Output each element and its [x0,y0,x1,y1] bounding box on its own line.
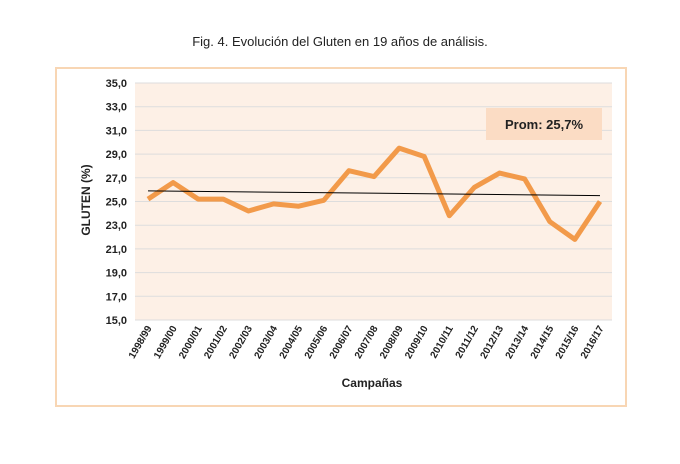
x-tick-label: 2004/05 [278,324,306,361]
x-tick-label: 2001/02 [202,324,230,361]
x-tick-label: 2003/04 [253,324,281,361]
x-tick-label: 2016/17 [579,324,607,361]
x-tick-label: 2000/01 [177,324,205,361]
y-tick-label: 29,0 [106,149,127,161]
x-tick-label: 2012/13 [479,324,507,361]
x-tick-label: 2013/14 [504,324,532,361]
x-tick-label: 2014/15 [529,324,557,361]
annotation-label: Prom: 25,7% [505,117,583,132]
x-tick-label: 2005/06 [303,324,331,361]
x-tick-label: 1998/99 [127,324,155,361]
chart-title: Fig. 4. Evolución del Gluten en 19 años … [192,34,488,49]
y-tick-label: 27,0 [106,173,127,185]
y-tick-label: 19,0 [106,268,127,280]
y-tick-label: 21,0 [106,244,127,256]
x-tick-label: 2002/03 [227,324,255,361]
x-axis-label: Campañas [342,376,403,390]
x-tick-label: 2006/07 [328,324,356,361]
x-tick-label: 2008/09 [378,324,406,361]
x-tick-label: 2009/10 [403,324,431,361]
x-tick-label: 1999/00 [152,324,180,361]
x-tick-label: 2015/16 [554,324,582,361]
chart-frame [55,67,627,407]
y-tick-label: 23,0 [106,220,127,232]
y-tick-label: 15,0 [106,315,127,327]
y-axis-label: GLUTEN (%) [79,164,93,235]
x-tick-label: 2011/12 [454,324,482,361]
y-tick-label: 17,0 [106,291,127,303]
y-tick-label: 31,0 [106,125,127,137]
x-tick-label: 2010/11 [429,324,457,361]
x-tick-label: 2007/08 [353,324,381,361]
y-tick-label: 25,0 [106,197,127,209]
annotation-box [486,108,602,140]
trend-line [147,190,601,197]
y-tick-label: 33,0 [106,102,127,114]
y-tick-label: 35,0 [106,78,127,90]
